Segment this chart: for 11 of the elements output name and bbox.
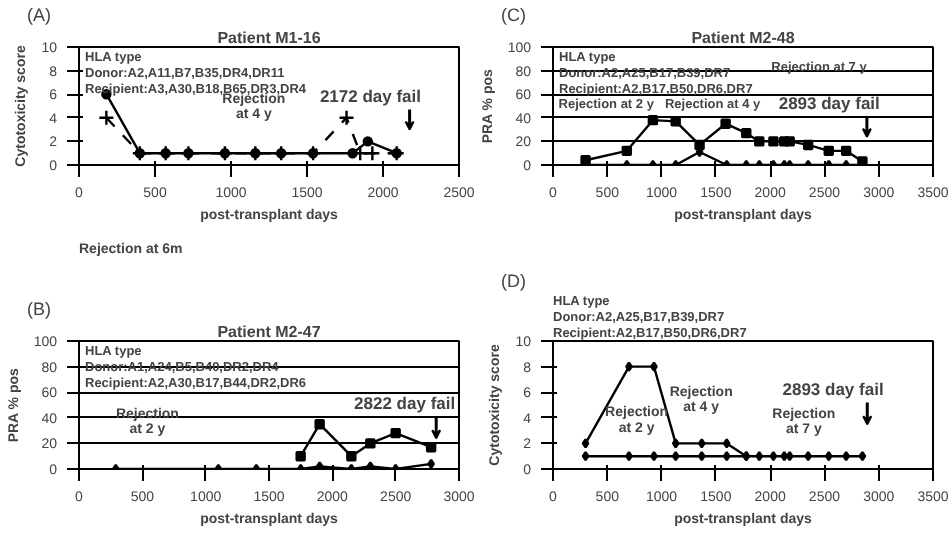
chart-subtitle: (D) bbox=[501, 271, 526, 291]
annotation: 2893 day fail bbox=[782, 378, 884, 399]
chart-subtitle: (B) bbox=[27, 299, 51, 319]
annotation: 2822 day fail bbox=[354, 392, 456, 413]
annotation: 2893 day fail bbox=[778, 93, 880, 114]
annotation: 2172 day fail bbox=[319, 86, 421, 106]
chart-title: Patient M2-47 bbox=[217, 323, 322, 341]
chart-subtitle: (A) bbox=[27, 5, 51, 25]
chart-title: Patient M2-48 bbox=[691, 29, 796, 47]
chart-title: Patient M1-16 bbox=[217, 29, 322, 47]
chart-subtitle: (C) bbox=[501, 5, 526, 25]
